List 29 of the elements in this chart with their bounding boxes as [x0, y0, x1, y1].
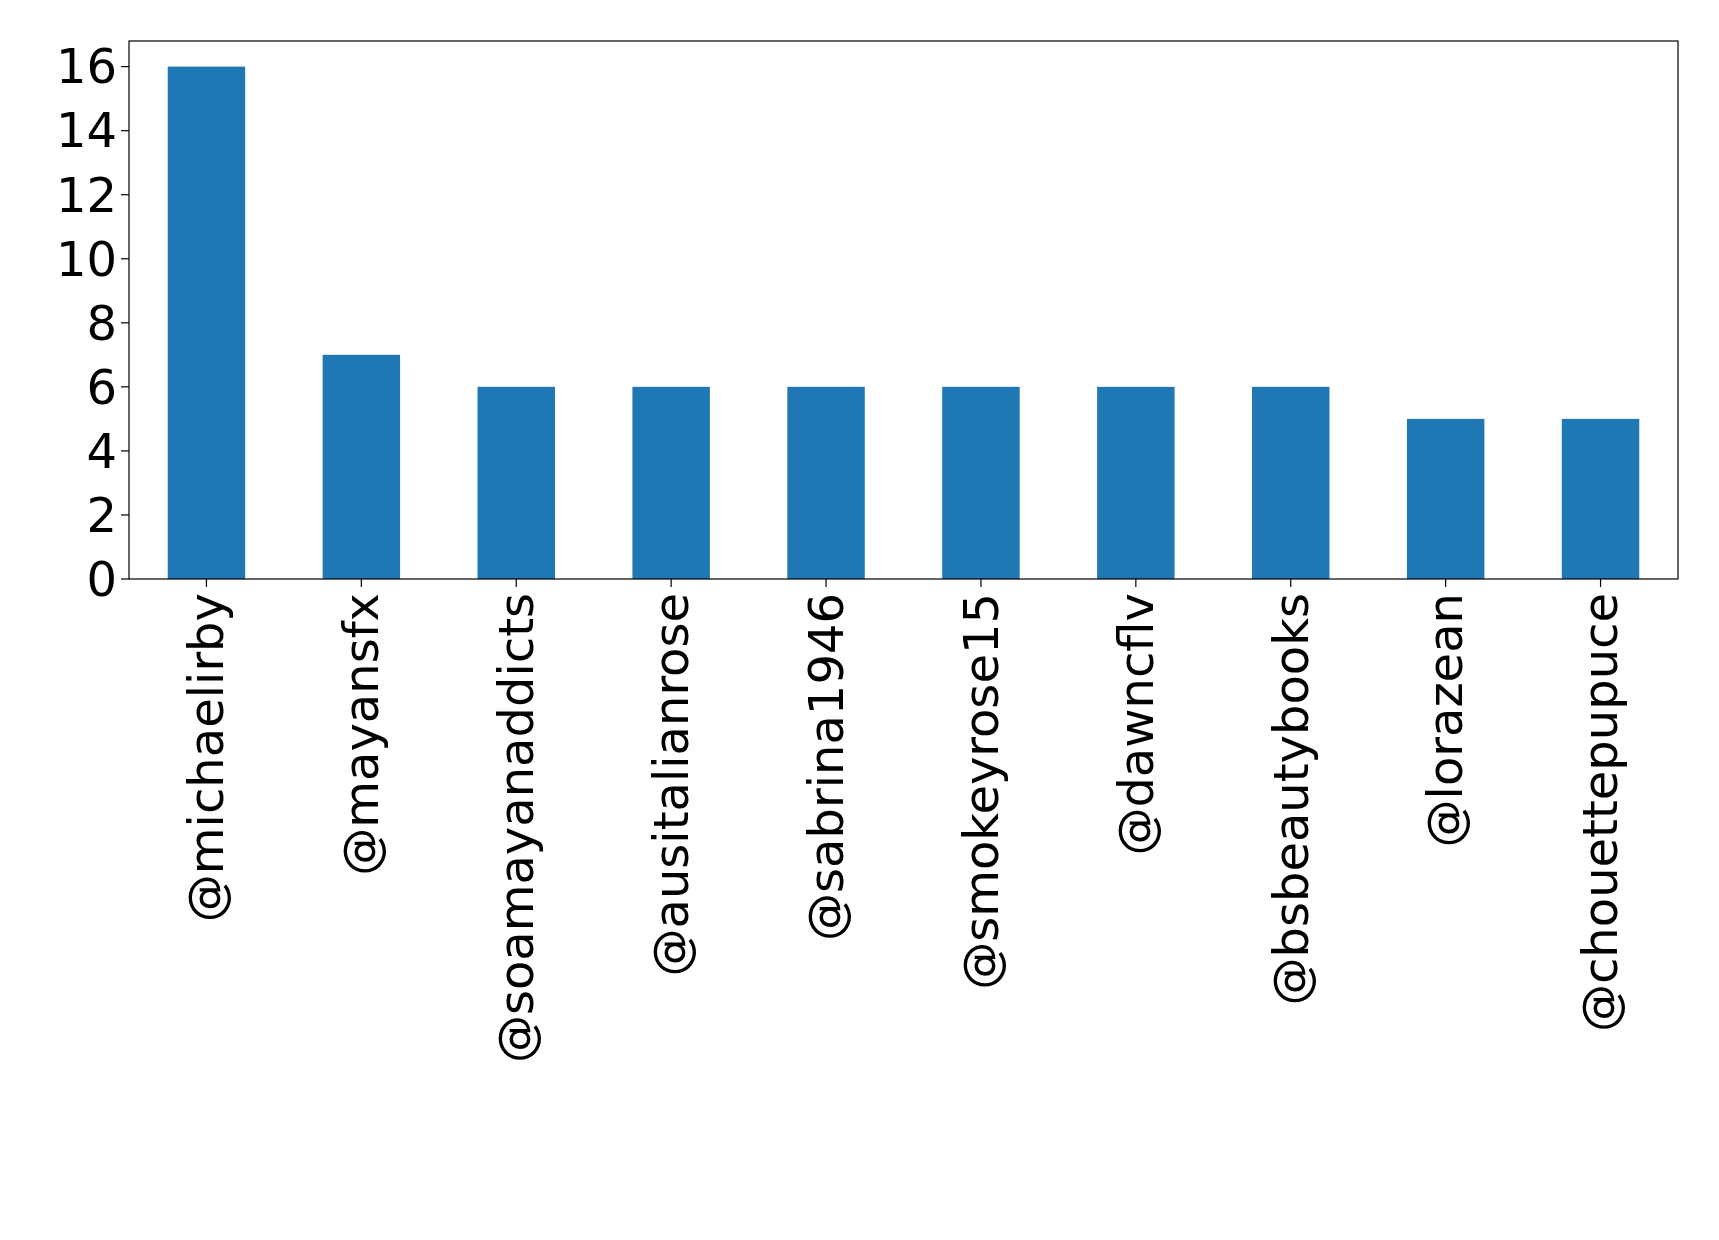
y-tick-label: 8: [86, 294, 117, 351]
y-tick-label: 12: [55, 166, 117, 223]
y-tick-label: 2: [86, 486, 117, 543]
x-tick-label: @dawncflv: [1107, 593, 1164, 856]
bar: [1406, 418, 1485, 579]
x-tick-label: @lorazean: [1417, 593, 1474, 848]
bar: [1252, 386, 1330, 579]
bar: [787, 386, 865, 579]
bar: [477, 386, 555, 579]
y-tick-label: 0: [86, 550, 117, 607]
x-tick-label: @bsbeautybooks: [1262, 593, 1319, 1006]
bar: [167, 66, 246, 579]
x-tick-label: @sabrina1946: [797, 593, 854, 941]
y-tick-label: 6: [86, 358, 117, 415]
y-tick-label: 4: [86, 422, 117, 479]
bar: [1097, 386, 1175, 579]
y-tick-label: 14: [55, 102, 117, 159]
x-tick-label: @mayansfx: [333, 593, 390, 876]
bar: [1561, 418, 1640, 579]
y-tick-label: 16: [55, 38, 117, 95]
x-tick-label: @soamayanaddicts: [488, 593, 545, 1064]
x-tick-label: @chouettepupuce: [1572, 593, 1629, 1033]
bar: [632, 386, 710, 579]
bar: [322, 354, 401, 579]
bar: [942, 386, 1020, 579]
y-tick-label: 10: [55, 230, 117, 287]
x-tick-label: @smokeyrose15: [952, 593, 1009, 990]
x-tick-label: @michaelirby: [178, 593, 235, 923]
x-tick-label: @ausitalianrose: [642, 593, 699, 977]
